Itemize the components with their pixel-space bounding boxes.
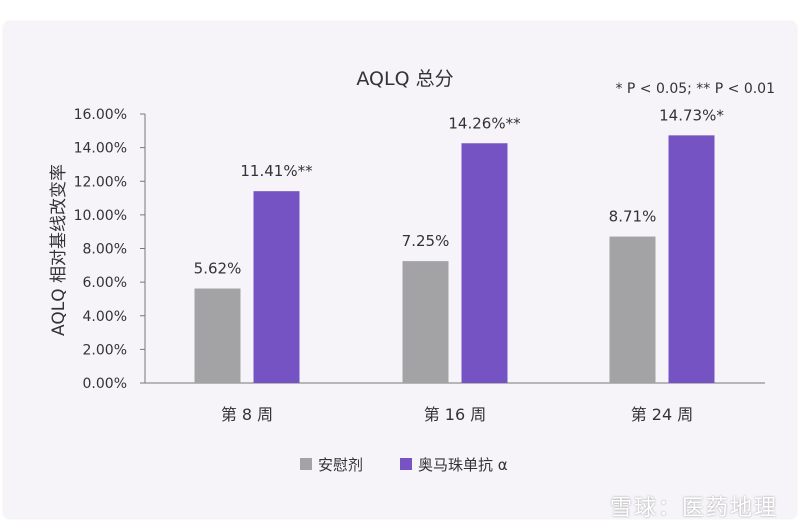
bar-placebo <box>194 288 241 383</box>
bar-placebo <box>402 261 449 383</box>
data-label: 8.71% <box>609 208 657 226</box>
bar-placebo <box>609 236 656 383</box>
legend-label: 安慰剂 <box>318 456 363 474</box>
data-label: 14.73%* <box>659 106 724 124</box>
significance-note: * P < 0.05; ** P < 0.01 <box>615 81 775 97</box>
legend-label: 奥马珠单抗 α <box>418 456 508 474</box>
y-tick-label: 12.00% <box>74 174 127 190</box>
legend-swatch <box>400 458 412 470</box>
chart-card <box>4 22 796 518</box>
bar-omalizumab <box>253 191 300 383</box>
y-axis-label: AQLQ 相对基线改变率 <box>49 164 69 336</box>
data-label: 11.41%** <box>240 162 313 180</box>
y-tick-label: 6.00% <box>83 275 127 291</box>
data-label: 7.25% <box>402 232 450 250</box>
x-tick-label: 第 16 周 <box>424 405 487 424</box>
y-tick-label: 8.00% <box>83 242 127 258</box>
chart-title: AQLQ 总分 <box>356 68 453 90</box>
y-tick-label: 10.00% <box>74 208 127 224</box>
y-tick-label: 2.00% <box>83 342 127 358</box>
x-tick-label: 第 24 周 <box>631 405 694 424</box>
bar-omalizumab <box>461 143 508 383</box>
bar-omalizumab <box>668 135 715 383</box>
y-tick-label: 16.00% <box>74 107 127 123</box>
watermark: 雪球：医药地理 <box>609 496 778 521</box>
y-tick-label: 14.00% <box>74 141 127 157</box>
legend-swatch <box>300 458 312 470</box>
x-tick-label: 第 8 周 <box>221 405 273 424</box>
y-tick-label: 0.00% <box>83 376 127 392</box>
data-label: 5.62% <box>194 260 242 278</box>
y-tick-label: 4.00% <box>83 309 127 325</box>
data-label: 14.26%** <box>448 114 521 132</box>
